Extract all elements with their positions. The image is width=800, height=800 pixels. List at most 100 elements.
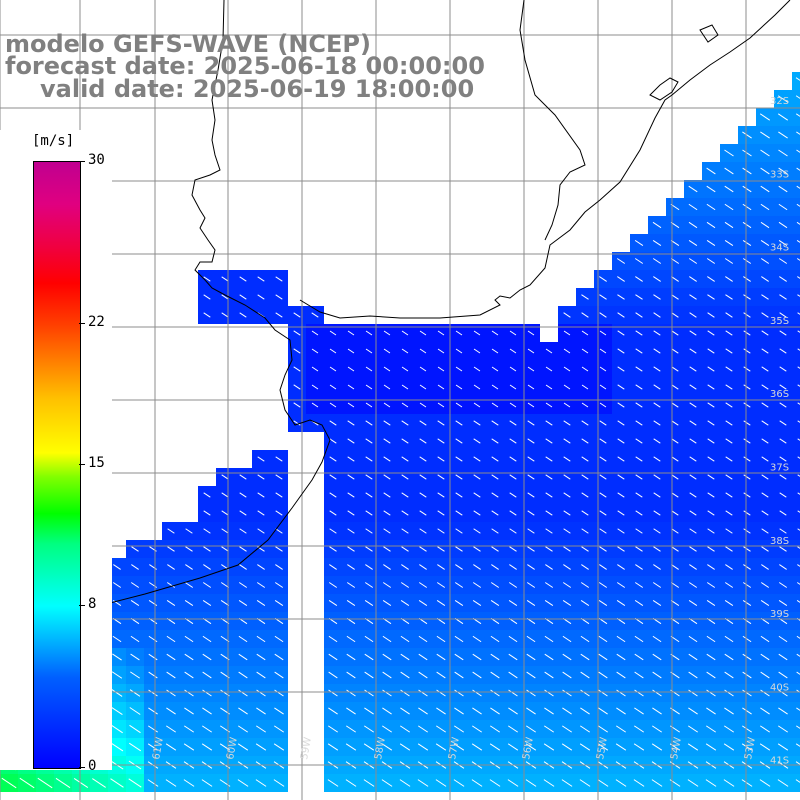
colorbar-tick-label: 30 xyxy=(88,152,105,168)
wind-arrow xyxy=(221,474,229,480)
wind-arrow xyxy=(345,743,357,751)
wind-arrow xyxy=(347,510,355,516)
wind-arrow xyxy=(293,420,301,426)
wind-arrow xyxy=(527,420,535,426)
wind-arrow xyxy=(202,635,212,643)
wind-arrow xyxy=(111,706,123,716)
wind-arrow xyxy=(525,743,537,751)
wind-arrow xyxy=(437,564,445,570)
wind-arrow xyxy=(365,510,373,516)
wind-arrow xyxy=(329,420,337,426)
wind-arrow xyxy=(239,564,247,570)
wind-arrow xyxy=(797,402,800,405)
wind-arrow xyxy=(526,582,536,588)
wind-arrow xyxy=(437,330,445,336)
wind-arrow xyxy=(797,384,800,387)
wind-arrow xyxy=(221,528,229,534)
wind-arrow xyxy=(130,600,140,606)
wind-arrow xyxy=(635,564,643,570)
wind-arrow xyxy=(617,474,625,480)
wind-arrow xyxy=(183,743,195,751)
wind-arrow xyxy=(653,456,661,462)
wind-arrow xyxy=(221,546,229,552)
wind-arrow xyxy=(329,348,337,354)
wind-arrow xyxy=(724,707,734,715)
wind-arrow xyxy=(598,689,608,697)
wind-arrow xyxy=(563,564,571,570)
wind-arrow xyxy=(311,330,319,336)
wind-arrow xyxy=(742,239,752,247)
wind-arrow xyxy=(328,707,338,715)
wind-arrow xyxy=(221,294,229,300)
wind-arrow xyxy=(436,725,446,733)
wind-arrow xyxy=(472,653,482,661)
wind-arrow xyxy=(743,564,751,570)
wind-arrow xyxy=(797,420,800,423)
wind-arrow xyxy=(689,366,697,372)
wind-arrow xyxy=(345,779,357,787)
wind-arrow xyxy=(453,779,465,787)
wind-speed-cell xyxy=(792,378,800,396)
wind-arrow xyxy=(419,510,427,516)
wind-arrow xyxy=(436,582,446,588)
wind-arrow xyxy=(723,743,735,751)
wind-arrow xyxy=(509,474,517,480)
wind-arrow xyxy=(563,348,571,354)
wind-arrow xyxy=(635,528,643,534)
wind-speed-cell xyxy=(792,270,800,288)
wind-speed-cell xyxy=(792,630,800,648)
wind-arrow xyxy=(491,348,499,354)
wind-arrow xyxy=(743,384,751,390)
wind-arrow xyxy=(743,474,751,480)
wind-arrow xyxy=(742,600,752,606)
wind-arrow xyxy=(635,276,643,282)
wind-arrow xyxy=(329,510,337,516)
wind-arrow xyxy=(706,653,716,661)
wind-arrow xyxy=(419,528,427,534)
wind-arrow xyxy=(363,779,375,787)
wind-arrow xyxy=(651,743,663,751)
wind-arrow xyxy=(545,384,553,390)
wind-arrow xyxy=(543,743,555,751)
wind-arrow xyxy=(454,582,464,588)
wind-arrow xyxy=(797,474,800,477)
wind-arrow xyxy=(328,653,338,661)
wind-arrow xyxy=(688,185,698,193)
wind-arrow xyxy=(381,743,393,751)
wind-arrow xyxy=(724,582,734,588)
wind-arrow xyxy=(437,384,445,390)
lat-label: 39S xyxy=(770,609,789,620)
wind-arrow xyxy=(653,564,661,570)
wind-arrow xyxy=(472,707,482,715)
wind-arrow xyxy=(311,348,319,354)
wind-arrow xyxy=(184,725,194,733)
wind-arrow xyxy=(473,528,481,534)
wind-arrow xyxy=(635,510,643,516)
wind-arrow xyxy=(113,564,121,570)
wind-arrow xyxy=(725,366,733,372)
wind-arrow xyxy=(707,546,715,552)
wind-arrow xyxy=(382,725,392,733)
wind-arrow xyxy=(724,185,734,193)
wind-speed-cell xyxy=(792,90,800,108)
wind-arrow xyxy=(454,725,464,733)
wind-arrow xyxy=(778,185,788,193)
wind-arrow xyxy=(779,474,787,480)
wind-arrow xyxy=(797,564,800,567)
wind-arrow xyxy=(401,384,409,390)
wind-arrow xyxy=(795,113,800,117)
wind-arrow xyxy=(615,743,627,751)
wind-arrow xyxy=(382,600,392,606)
wind-arrow xyxy=(472,600,482,606)
wind-arrow xyxy=(527,384,535,390)
wind-arrow xyxy=(599,348,607,354)
wind-arrow xyxy=(671,564,679,570)
wind-arrow xyxy=(365,546,373,552)
wind-arrow xyxy=(545,528,553,534)
wind-arrow xyxy=(581,564,589,570)
wind-arrow xyxy=(653,492,661,498)
wind-arrow xyxy=(382,689,392,697)
interior-border xyxy=(519,0,586,241)
wind-arrow xyxy=(579,779,591,787)
